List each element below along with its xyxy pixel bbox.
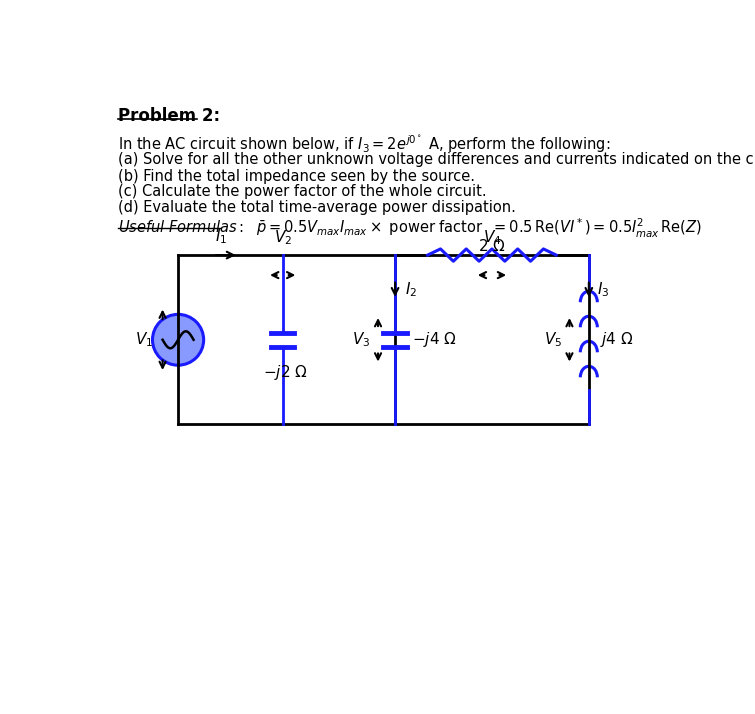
Text: (d) Evaluate the total time-average power dissipation.: (d) Evaluate the total time-average powe… (118, 200, 516, 215)
Text: $-j2\ \Omega$: $-j2\ \Omega$ (263, 363, 308, 382)
Text: $I_2$: $I_2$ (405, 281, 418, 299)
Text: $V_1$: $V_1$ (135, 331, 153, 349)
Text: $V_4$: $V_4$ (482, 228, 501, 247)
Text: (b) Find the total impedance seen by the source.: (b) Find the total impedance seen by the… (118, 169, 475, 183)
Text: (a) Solve for all the other unknown voltage differences and currents indicated o: (a) Solve for all the other unknown volt… (118, 152, 755, 167)
Text: $2\ \Omega$: $2\ \Omega$ (478, 238, 506, 254)
Text: $\it{Useful\ Formulas:}$  $\bar{p} = 0.5V_{max}I_{max} \times$ power factor  $= : $\it{Useful\ Formulas:}$ $\bar{p} = 0.5V… (118, 216, 701, 240)
Text: $I_1$: $I_1$ (214, 227, 226, 246)
Text: $j4\ \Omega$: $j4\ \Omega$ (599, 331, 633, 349)
Text: $I_3$: $I_3$ (596, 281, 609, 299)
Text: $V_3$: $V_3$ (352, 331, 370, 349)
Circle shape (153, 314, 204, 365)
Text: Problem 2:: Problem 2: (118, 107, 220, 125)
Text: (c) Calculate the power factor of the whole circuit.: (c) Calculate the power factor of the wh… (118, 184, 486, 199)
Text: In the AC circuit shown below, if $I_3 = 2e^{j0^\circ}$ A, perform the following: In the AC circuit shown below, if $I_3 =… (118, 134, 610, 155)
Text: $-j4\ \Omega$: $-j4\ \Omega$ (412, 331, 457, 349)
Text: $V_5$: $V_5$ (544, 331, 562, 349)
Text: $V_2$: $V_2$ (273, 228, 291, 247)
